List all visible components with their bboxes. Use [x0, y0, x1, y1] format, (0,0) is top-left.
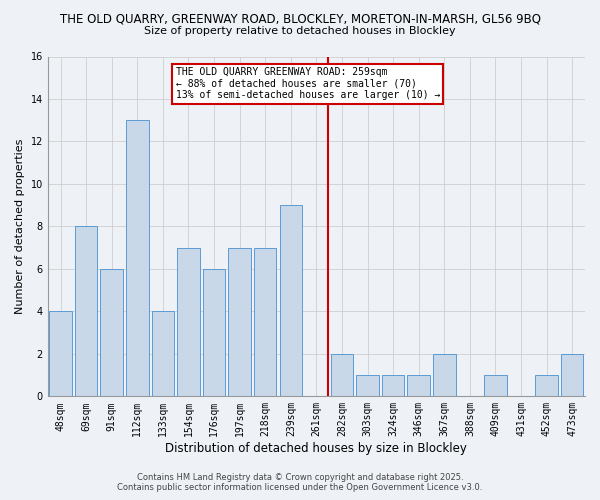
Bar: [49, 312, 72, 396]
Bar: [100, 269, 123, 396]
Bar: [561, 354, 583, 397]
Text: Size of property relative to detached houses in Blockley: Size of property relative to detached ho…: [144, 26, 456, 36]
Bar: [229, 248, 251, 396]
Text: THE OLD QUARRY GREENWAY ROAD: 259sqm
← 88% of detached houses are smaller (70)
1: THE OLD QUARRY GREENWAY ROAD: 259sqm ← 8…: [176, 67, 440, 100]
Bar: [280, 205, 302, 396]
Bar: [484, 375, 507, 396]
Bar: [407, 375, 430, 396]
Bar: [177, 248, 200, 396]
Bar: [356, 375, 379, 396]
Y-axis label: Number of detached properties: Number of detached properties: [15, 138, 25, 314]
Bar: [331, 354, 353, 397]
Bar: [254, 248, 277, 396]
Bar: [126, 120, 149, 396]
Text: THE OLD QUARRY, GREENWAY ROAD, BLOCKLEY, MORETON-IN-MARSH, GL56 9BQ: THE OLD QUARRY, GREENWAY ROAD, BLOCKLEY,…: [59, 12, 541, 26]
Bar: [203, 269, 226, 396]
Bar: [382, 375, 404, 396]
Bar: [433, 354, 455, 397]
Bar: [535, 375, 558, 396]
Text: Contains HM Land Registry data © Crown copyright and database right 2025.
Contai: Contains HM Land Registry data © Crown c…: [118, 472, 482, 492]
X-axis label: Distribution of detached houses by size in Blockley: Distribution of detached houses by size …: [166, 442, 467, 455]
Bar: [75, 226, 97, 396]
Bar: [152, 312, 174, 396]
